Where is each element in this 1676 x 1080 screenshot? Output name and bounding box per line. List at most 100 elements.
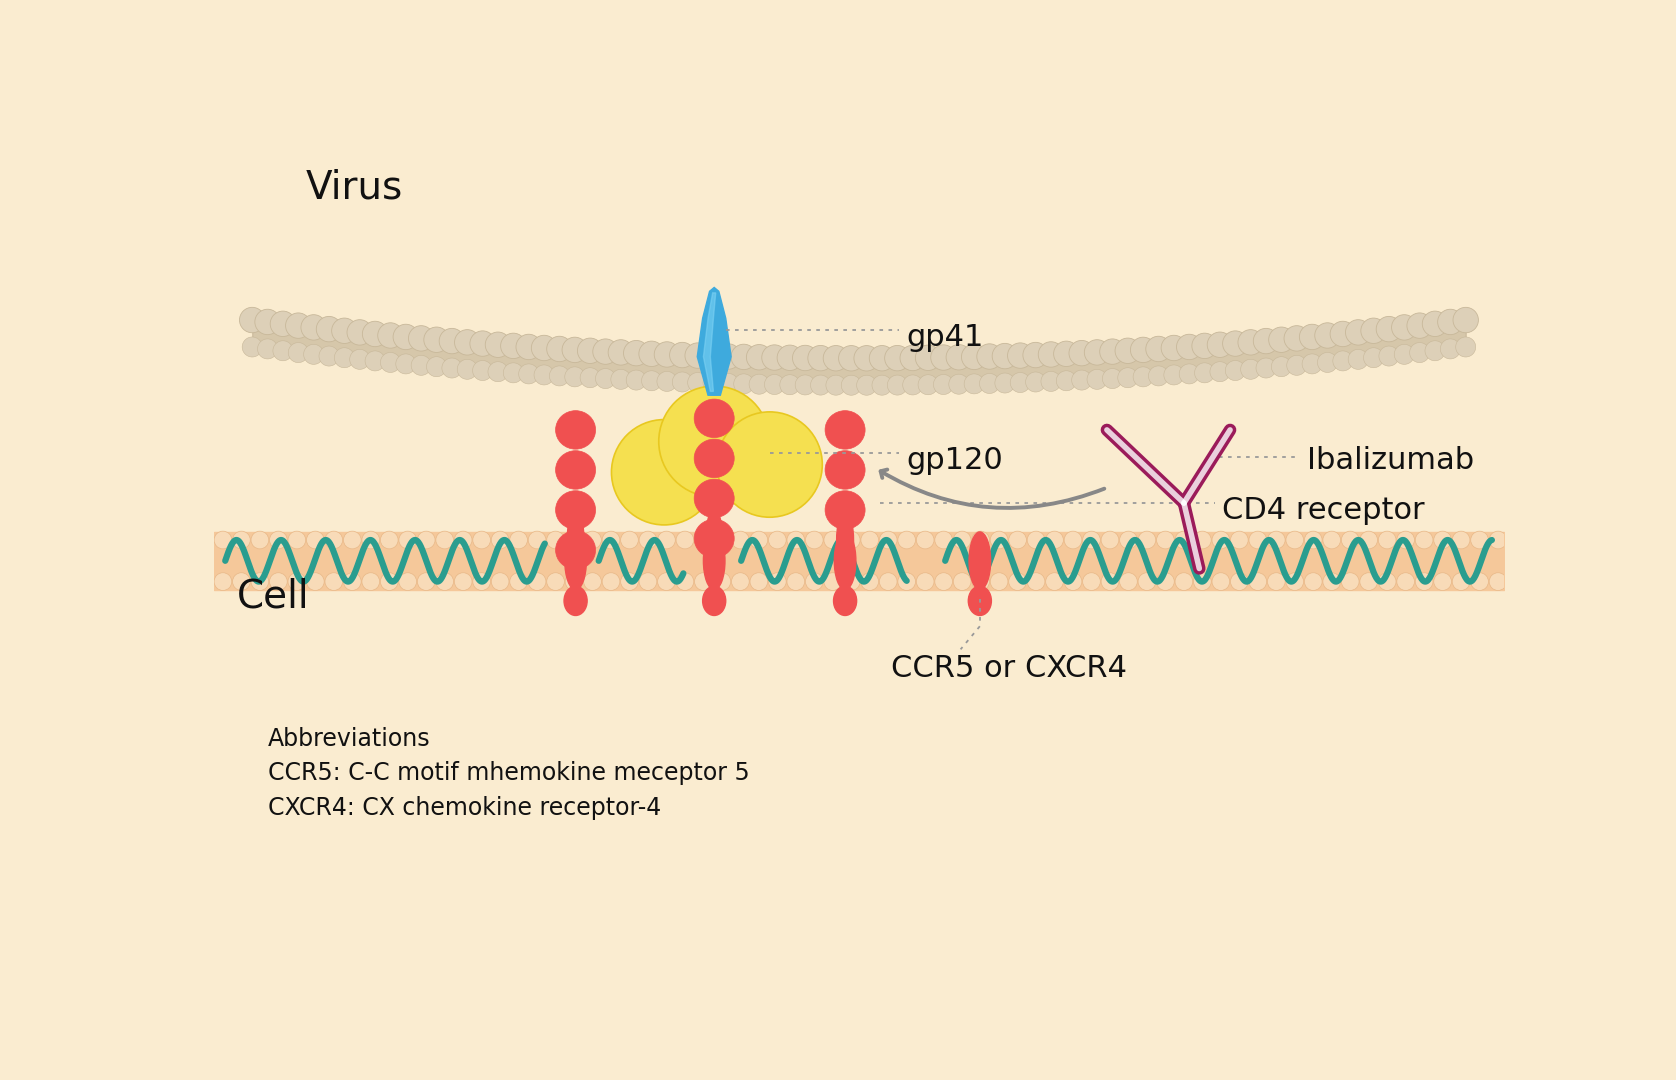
Circle shape <box>620 531 639 549</box>
Circle shape <box>1438 309 1463 335</box>
Circle shape <box>436 531 454 549</box>
Circle shape <box>769 531 786 549</box>
Circle shape <box>687 373 707 392</box>
Circle shape <box>991 531 1007 549</box>
Circle shape <box>1322 572 1341 591</box>
Circle shape <box>1138 572 1156 591</box>
Ellipse shape <box>565 532 587 590</box>
Ellipse shape <box>969 586 992 616</box>
Circle shape <box>1083 531 1101 549</box>
Circle shape <box>1056 370 1076 391</box>
Circle shape <box>702 373 722 393</box>
Circle shape <box>1026 372 1046 392</box>
Circle shape <box>334 348 354 367</box>
Circle shape <box>454 572 473 591</box>
Circle shape <box>992 343 1017 368</box>
Circle shape <box>620 572 639 591</box>
Circle shape <box>251 531 268 549</box>
Circle shape <box>1225 361 1245 380</box>
Circle shape <box>1120 572 1138 591</box>
Circle shape <box>749 531 768 549</box>
Circle shape <box>1472 531 1488 549</box>
Circle shape <box>1254 328 1279 354</box>
Circle shape <box>1378 531 1396 549</box>
Circle shape <box>778 346 803 370</box>
Circle shape <box>843 572 860 591</box>
Circle shape <box>583 531 602 549</box>
Ellipse shape <box>836 509 853 575</box>
Circle shape <box>285 313 312 338</box>
Circle shape <box>1379 346 1399 366</box>
Circle shape <box>1285 572 1304 591</box>
Circle shape <box>870 346 895 370</box>
Circle shape <box>486 332 511 357</box>
Circle shape <box>488 362 508 381</box>
Ellipse shape <box>702 586 726 616</box>
Circle shape <box>602 531 620 549</box>
Ellipse shape <box>555 450 595 489</box>
Circle shape <box>1267 531 1285 549</box>
Circle shape <box>1009 531 1026 549</box>
Circle shape <box>719 374 739 393</box>
Circle shape <box>885 346 910 370</box>
Circle shape <box>1230 531 1249 549</box>
Circle shape <box>1249 531 1267 549</box>
Circle shape <box>215 531 231 549</box>
Circle shape <box>1359 531 1378 549</box>
Circle shape <box>240 308 265 333</box>
Circle shape <box>1046 572 1063 591</box>
Circle shape <box>491 531 510 549</box>
Circle shape <box>1230 572 1249 591</box>
Circle shape <box>1299 324 1324 350</box>
Circle shape <box>458 360 478 379</box>
Circle shape <box>1120 531 1138 549</box>
Circle shape <box>546 572 565 591</box>
Circle shape <box>531 335 556 361</box>
Circle shape <box>825 531 841 549</box>
Circle shape <box>424 327 449 352</box>
Circle shape <box>917 531 934 549</box>
Circle shape <box>1207 332 1232 357</box>
Circle shape <box>826 375 846 395</box>
Circle shape <box>491 572 510 591</box>
Ellipse shape <box>566 509 583 575</box>
Circle shape <box>806 572 823 591</box>
Circle shape <box>788 531 804 549</box>
Circle shape <box>838 346 863 372</box>
Circle shape <box>1146 336 1172 362</box>
Circle shape <box>1088 369 1108 390</box>
Circle shape <box>1364 348 1384 367</box>
Circle shape <box>1027 572 1044 591</box>
Circle shape <box>855 346 880 372</box>
Circle shape <box>1240 360 1260 379</box>
Ellipse shape <box>969 532 991 590</box>
Ellipse shape <box>825 450 865 489</box>
Circle shape <box>350 349 370 369</box>
Circle shape <box>1118 367 1138 388</box>
Circle shape <box>918 375 939 395</box>
Circle shape <box>302 314 327 340</box>
Circle shape <box>325 531 342 549</box>
Circle shape <box>270 572 287 591</box>
Polygon shape <box>704 293 716 391</box>
Circle shape <box>712 572 731 591</box>
Circle shape <box>1115 338 1140 364</box>
Circle shape <box>1210 362 1230 381</box>
Circle shape <box>561 337 588 363</box>
Ellipse shape <box>694 480 734 517</box>
Circle shape <box>717 411 823 517</box>
Text: CCR5: C-C motif mhemokine meceptor 5: CCR5: C-C motif mhemokine meceptor 5 <box>268 761 749 785</box>
Circle shape <box>716 343 741 369</box>
Circle shape <box>454 531 473 549</box>
Circle shape <box>642 370 662 391</box>
Circle shape <box>317 316 342 341</box>
Circle shape <box>934 375 954 394</box>
Circle shape <box>972 531 989 549</box>
Circle shape <box>518 364 538 383</box>
Circle shape <box>746 345 773 370</box>
Circle shape <box>1359 572 1378 591</box>
Circle shape <box>763 345 788 370</box>
Circle shape <box>593 339 618 364</box>
Circle shape <box>550 366 570 386</box>
Circle shape <box>1192 333 1217 359</box>
